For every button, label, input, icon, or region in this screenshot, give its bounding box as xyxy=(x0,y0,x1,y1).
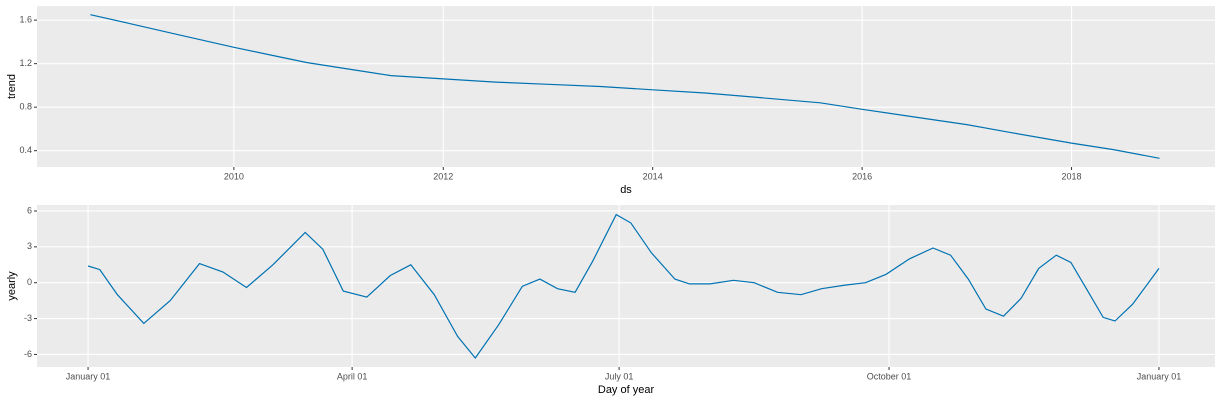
trend-line xyxy=(90,14,1160,159)
y-tick-label: 0.4 xyxy=(19,145,32,155)
y-tick-label: 0.8 xyxy=(19,102,32,112)
y-tick-label: -6 xyxy=(24,349,32,359)
y-tick-label: 3 xyxy=(27,241,32,251)
y-tick-label: -3 xyxy=(24,313,32,323)
x-axis-title: Day of year xyxy=(598,384,655,396)
x-axis-title: ds xyxy=(620,184,632,196)
panel-background xyxy=(37,205,1215,367)
x-tick-label: 2014 xyxy=(643,171,663,181)
y-tick-label: 0 xyxy=(27,277,32,287)
trend-line xyxy=(87,213,1160,359)
y-axis-title: yearly xyxy=(6,271,18,301)
y-tick-label: 6 xyxy=(27,205,32,215)
y-axis-title: trend xyxy=(6,74,18,99)
x-tick-label: July 01 xyxy=(605,371,634,381)
panel-background xyxy=(37,6,1215,167)
y-tick-label: 1.2 xyxy=(19,58,32,68)
x-tick-label: 2010 xyxy=(224,171,244,181)
x-tick-label: 2012 xyxy=(433,171,453,181)
x-tick-label: 2018 xyxy=(1062,171,1082,181)
x-tick-label: 2016 xyxy=(852,171,872,181)
x-tick-label: April 01 xyxy=(337,371,368,381)
y-tick-label: 1.6 xyxy=(19,15,32,25)
x-tick-label: October 01 xyxy=(867,371,912,381)
x-tick-label: January 01 xyxy=(66,371,111,381)
x-tick-label: January 01 xyxy=(1137,371,1182,381)
